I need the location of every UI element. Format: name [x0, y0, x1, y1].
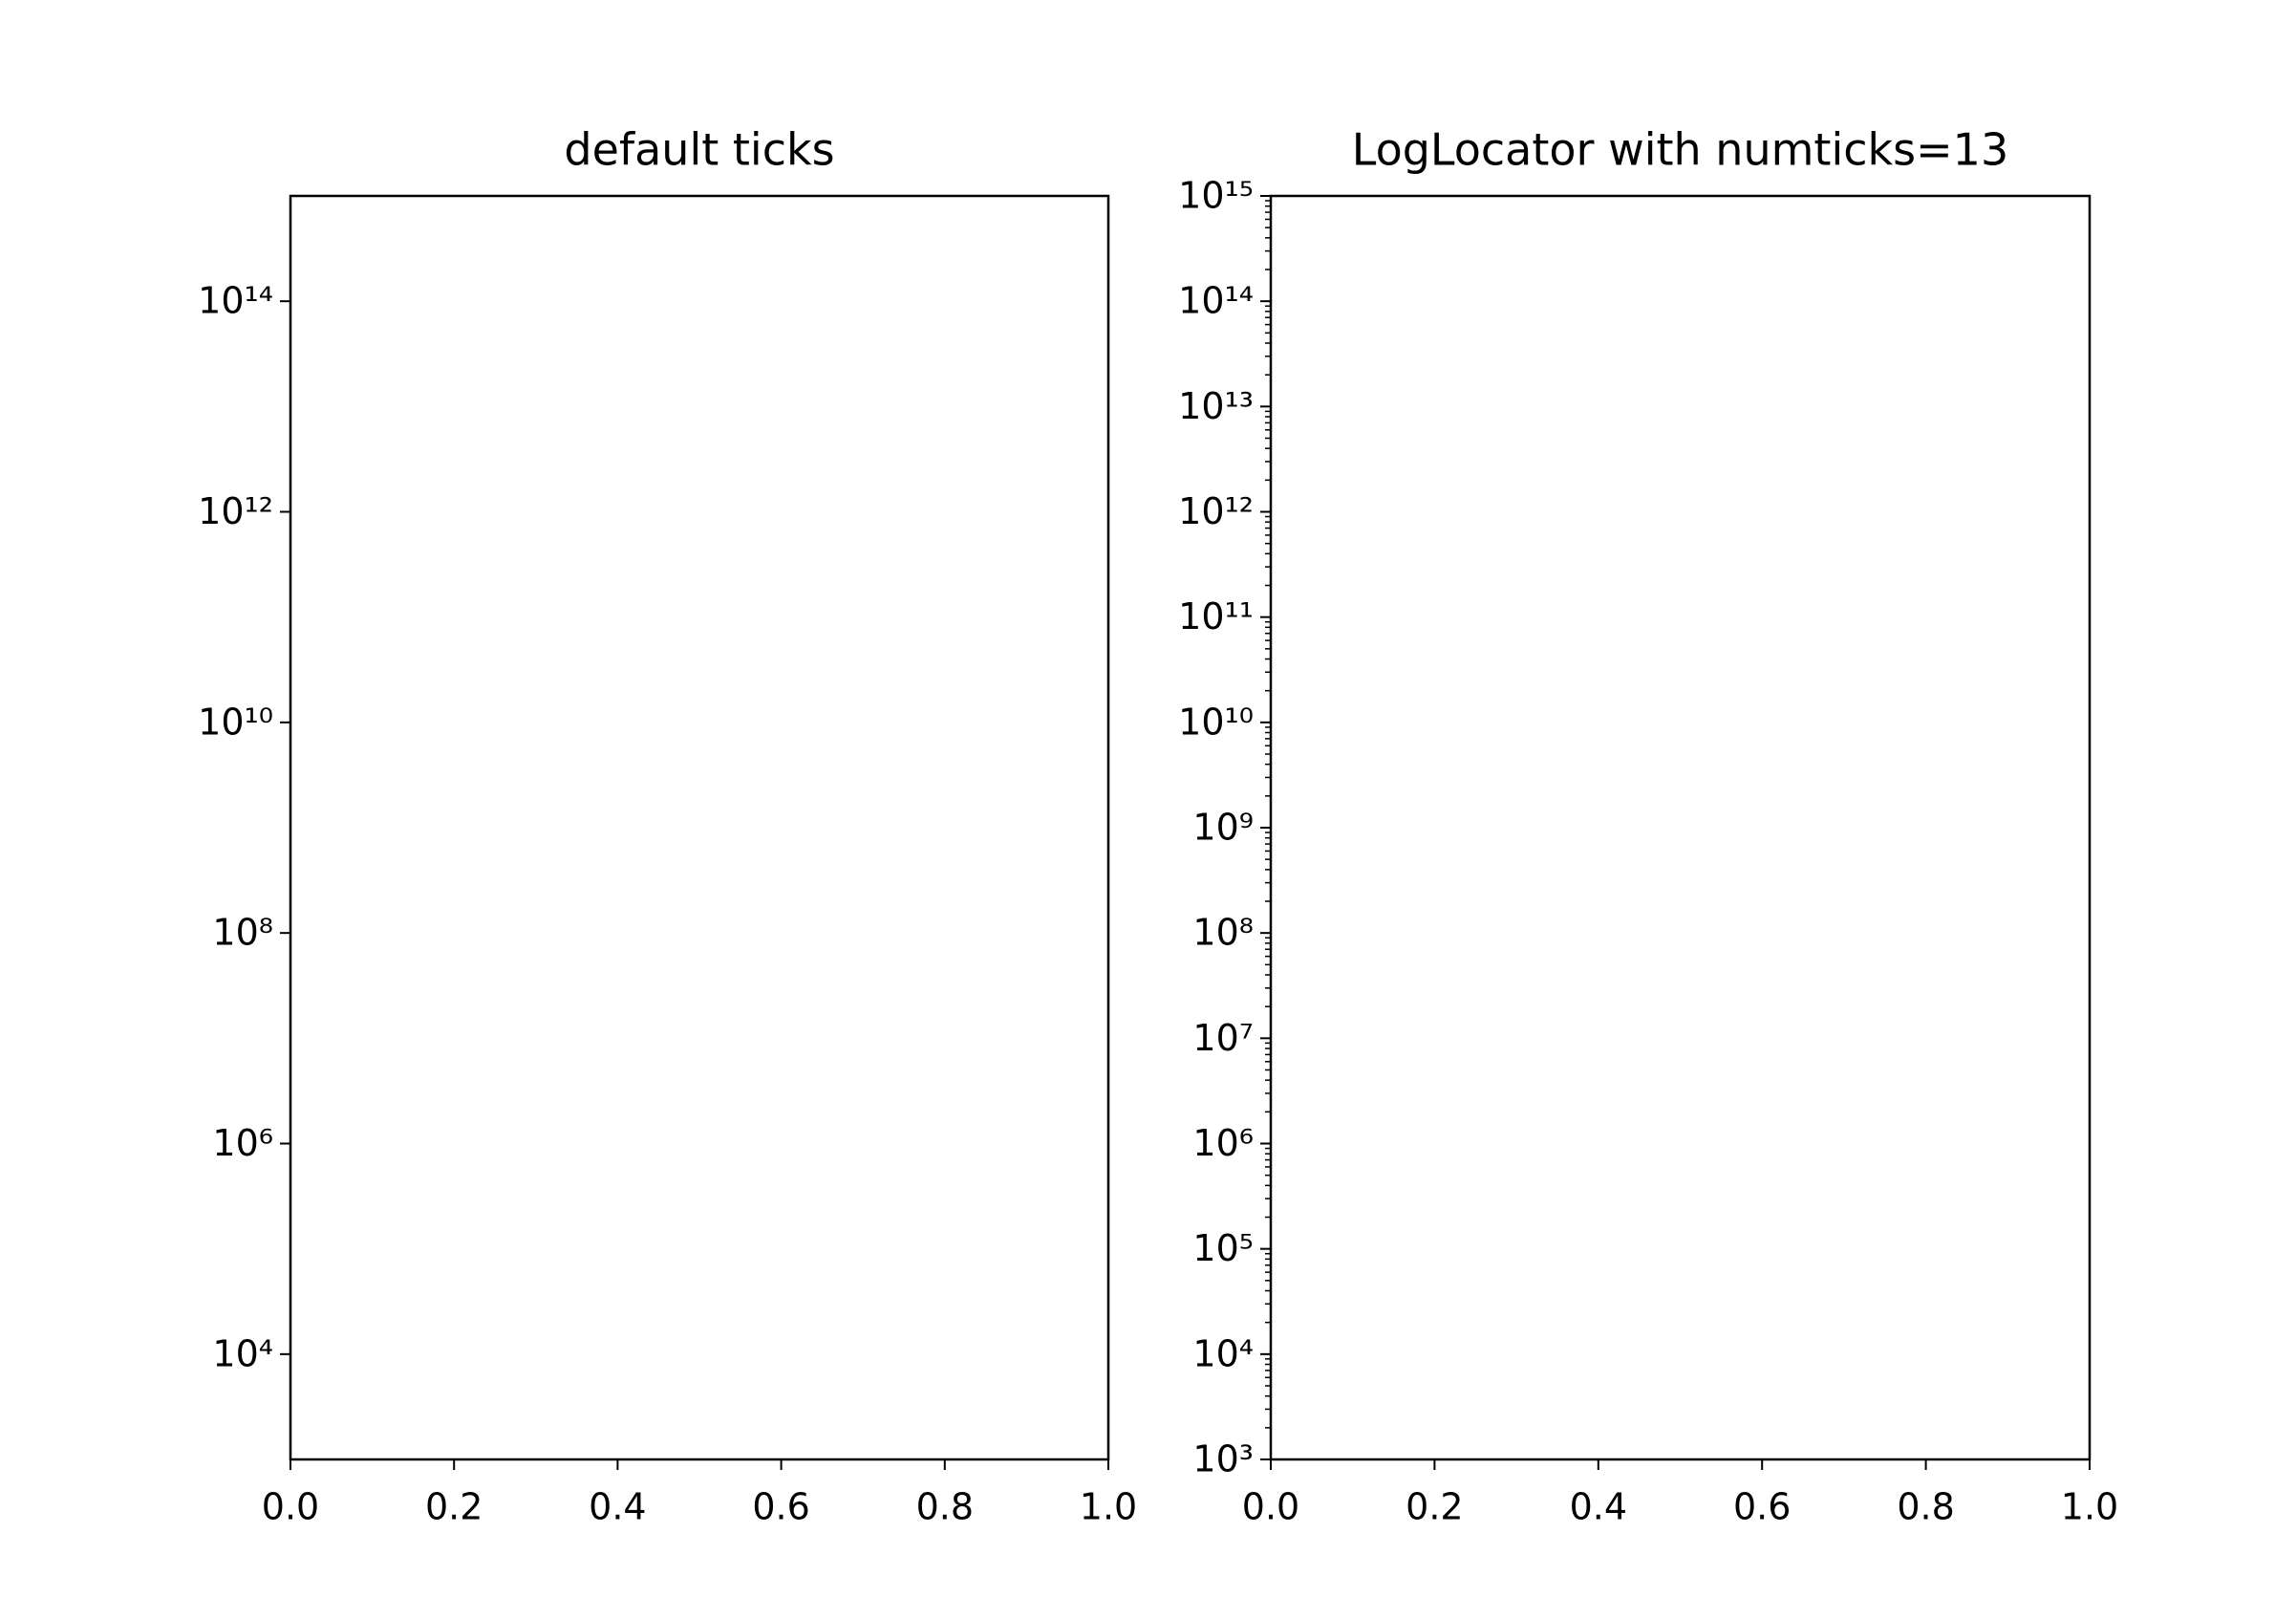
x-tick-label: 0.6	[1733, 1486, 1791, 1528]
axes-frame	[289, 194, 1110, 1461]
y-tick-label: 10⁴	[1192, 1332, 1254, 1374]
y-tick-label: 10⁹	[1192, 807, 1254, 849]
y-tick-label: 10⁸	[1192, 912, 1254, 954]
x-tick-label: 0.0	[262, 1486, 319, 1528]
x-tick-label: 0.6	[752, 1486, 809, 1528]
y-tick-label: 10⁶	[1192, 1122, 1254, 1164]
y-tick-label: 10⁴	[212, 1332, 273, 1374]
y-tick-label: 10¹²	[1178, 490, 1254, 532]
y-tick-label: 10⁵	[1192, 1227, 1254, 1269]
x-tick-label: 0.4	[1570, 1486, 1627, 1528]
y-tick-label: 10⁶	[212, 1122, 273, 1164]
x-tick-label: 0.8	[1897, 1486, 1954, 1528]
x-tick-label: 1.0	[2061, 1486, 2118, 1528]
y-tick-label: 10¹²	[198, 490, 273, 532]
x-tick-label: 0.8	[916, 1486, 974, 1528]
chart-title: default ticks	[564, 124, 834, 176]
y-tick-label: 10¹¹	[1178, 595, 1254, 637]
x-tick-label: 0.0	[1242, 1486, 1299, 1528]
y-tick-label: 10⁷	[1192, 1017, 1254, 1059]
y-tick-label: 10¹⁰	[198, 701, 273, 743]
y-tick-label: 10¹⁴	[198, 280, 273, 322]
y-tick-label: 10¹⁰	[1178, 701, 1254, 743]
axes-frame	[1269, 194, 2092, 1461]
x-tick-label: 0.2	[1405, 1486, 1463, 1528]
x-tick-label: 0.4	[589, 1486, 646, 1528]
chart-title: LogLocator with numticks=13	[1352, 124, 2008, 176]
y-tick-label: 10⁸	[212, 912, 273, 954]
y-tick-label: 10¹⁴	[1178, 280, 1254, 322]
x-tick-label: 0.2	[425, 1486, 483, 1528]
x-tick-label: 1.0	[1080, 1486, 1137, 1528]
y-tick-label: 10¹⁵	[1178, 175, 1254, 217]
y-tick-label: 10¹³	[1178, 385, 1254, 427]
y-tick-label: 10³	[1192, 1438, 1254, 1480]
